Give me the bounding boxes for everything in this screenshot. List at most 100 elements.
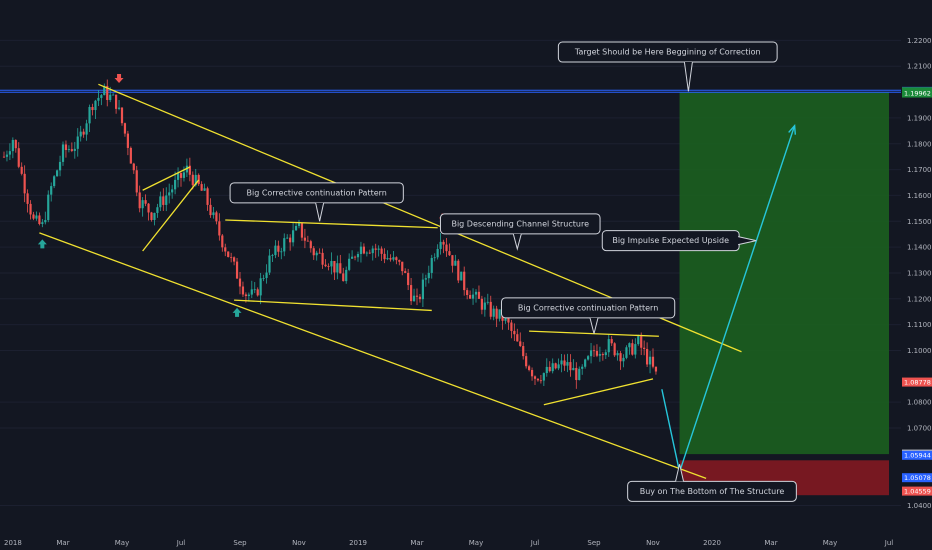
candle-down [2, 156, 6, 158]
candle-down [188, 165, 191, 175]
candle-up [634, 344, 637, 355]
candle-down [162, 196, 165, 205]
candle-down [147, 203, 150, 213]
price-tick-label: 1.12000 [907, 295, 932, 303]
candle-up [97, 97, 100, 101]
candle-down [353, 256, 357, 258]
candle-down [489, 301, 492, 317]
candle-up [566, 362, 569, 366]
candle-down [457, 260, 460, 281]
candle-down [445, 244, 448, 252]
candle-up [165, 195, 168, 205]
price-badge-label: 1.05078 [904, 474, 931, 482]
candle-down [224, 247, 227, 252]
candle-down [389, 258, 392, 260]
candle-up [622, 357, 625, 362]
candle-up [336, 263, 339, 273]
candle-down [442, 241, 445, 245]
candle-up [560, 360, 563, 365]
top-marker [114, 74, 124, 84]
trade-zones [679, 92, 889, 496]
candle-down [300, 223, 304, 238]
candle-down [563, 360, 566, 366]
candle-up [5, 154, 9, 157]
candle-up [460, 271, 463, 281]
candle-up [85, 123, 88, 135]
candle-up [271, 255, 274, 256]
candle-up [486, 301, 489, 303]
candle-down [528, 366, 531, 370]
candle-down [613, 343, 616, 356]
candle-up [433, 257, 436, 259]
candle-down [256, 289, 259, 296]
channel-bottom [39, 232, 707, 480]
candle-down [126, 133, 129, 148]
candle-up [365, 252, 368, 254]
note-big-corrective-2: Big Corrective continuation Pattern [500, 297, 676, 334]
candle-up [58, 161, 62, 171]
candle-down [601, 354, 604, 356]
candle-up [545, 366, 548, 374]
price-tick-label: 1.08000 [907, 399, 932, 407]
candle-up [474, 291, 478, 295]
candle-up [584, 359, 587, 367]
low-marker-2 [232, 307, 242, 317]
candle-up [551, 363, 554, 372]
candle-down [610, 339, 613, 344]
candle-up [542, 373, 545, 381]
candle-up [356, 253, 360, 258]
candle-up [176, 173, 180, 180]
candle-down [312, 248, 315, 256]
time-axis[interactable]: 2018 Mar May Jul Sep Nov 2019 Mar May Jul Sep Nov 20… [4, 539, 893, 547]
price-tick-label: 1.15000 [907, 218, 932, 226]
candle-down [398, 260, 401, 262]
price-tick-label: 1.04000 [907, 502, 932, 510]
price-tick-label: 1.14000 [907, 244, 932, 252]
projection-arrowhead [788, 123, 797, 135]
candle-up [53, 176, 56, 187]
time-tick-label: Jul [176, 539, 186, 547]
candle-up [212, 212, 215, 216]
candle-down [507, 315, 510, 323]
candle-up [498, 309, 501, 319]
price-axis[interactable]: 1.22000 1.21000 1.19000 1.18000 1.17000 1.160… [907, 37, 932, 510]
note-impulse-text: Big Impulse Expected Upside [612, 236, 729, 245]
price-tick-label: 1.07000 [907, 425, 932, 433]
low-marker-1 [37, 239, 47, 249]
candle-up [262, 277, 265, 279]
candle-down [318, 252, 321, 254]
candle-down [522, 346, 525, 357]
candle-down [592, 350, 596, 352]
candle-up [117, 107, 121, 109]
candle-down [233, 257, 236, 262]
candle-down [368, 252, 371, 254]
candle-down [466, 290, 469, 296]
candle-down [306, 240, 309, 242]
candle-up [424, 278, 427, 280]
candle-down [619, 353, 622, 362]
candle-up [578, 368, 581, 381]
candle-up [44, 220, 47, 223]
candle-down [129, 147, 132, 164]
price-badge [902, 450, 932, 460]
candle-up [61, 144, 65, 162]
candle-down [120, 107, 124, 124]
note-target-pointer [683, 61, 693, 92]
candle-up [483, 302, 486, 310]
candle-down [115, 94, 118, 109]
candle-down [135, 170, 138, 193]
candle-up [430, 257, 433, 273]
candle-up [79, 131, 82, 137]
candle-up [345, 269, 348, 282]
price-tick-label: 1.10000 [907, 347, 932, 355]
candle-up [439, 241, 442, 249]
price-badge [902, 486, 932, 496]
candle-up [103, 85, 106, 96]
candle-down [38, 215, 41, 224]
candle-up [598, 354, 601, 356]
flag-lower [142, 179, 200, 252]
note-descending-channel-pointer [512, 233, 522, 251]
note-big-corrective-1-text: Big Corrective continuation Pattern [247, 188, 387, 197]
candle-down [32, 214, 35, 219]
candle-down [407, 272, 410, 286]
